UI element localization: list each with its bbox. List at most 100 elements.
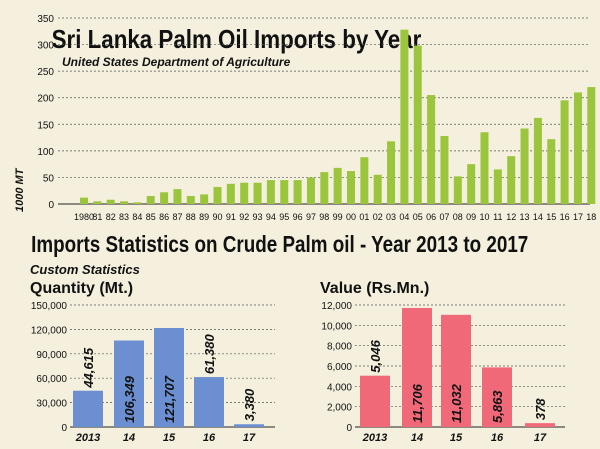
quantity-label: Quantity (Mt.) [30,280,133,297]
y-tick-label: 60,000 [36,374,67,385]
bar [453,176,462,204]
x-tick-label: 07 [439,212,449,222]
y-tick-label: 200 [37,94,54,105]
x-tick-label: 85 [146,212,156,222]
x-tick-label: 12 [506,212,516,222]
x-tick-label: 84 [132,212,142,222]
x-tick-label: 10 [479,212,489,222]
bar [373,174,382,204]
y-tick-label: 8,000 [327,342,352,353]
bar [360,157,369,204]
bar [114,340,144,427]
data-label: 5,046 [368,339,383,372]
x-tick-label: 91 [226,212,236,222]
bar [467,164,476,204]
section-title: Imports Statistics on Crude Palm oil - Y… [31,232,528,257]
bar [427,95,436,204]
x-tick-label: 17 [534,432,547,444]
data-label: 378 [533,398,548,420]
x-tick-label: 17 [573,212,583,222]
y-tick-label: 0 [346,423,352,434]
bar [560,100,569,204]
bar [400,29,409,204]
y-tick-label: 120,000 [31,325,68,336]
bar [320,172,329,204]
x-tick-label: 06 [426,212,436,222]
x-tick-label: 05 [413,212,423,222]
x-tick-label: 82 [106,212,116,222]
bar [525,423,555,427]
bar [173,189,182,204]
bar [347,171,355,204]
x-tick-label: 83 [119,212,129,222]
bar [440,135,449,204]
x-tick-label: 14 [411,432,423,444]
bar [73,390,103,427]
data-label: 106,349 [122,375,137,423]
x-tick-label: 98 [319,212,329,222]
x-tick-label: 93 [253,212,263,222]
bar [186,196,195,204]
x-tick-label: 1980 [74,212,94,222]
y-tick-label: 2,000 [327,403,352,414]
y-tick-label: 100 [37,147,54,158]
bar [154,328,184,427]
data-label: 121,707 [162,375,177,423]
bar [280,180,289,204]
bar [573,92,582,204]
bar [106,199,115,204]
x-tick-label: 87 [172,212,182,222]
bar [293,180,302,204]
y-tick-label: 0 [61,423,67,434]
bar [480,132,489,204]
bar [200,194,209,204]
bar [120,201,129,204]
x-tick-label: 18 [586,212,596,222]
bar [482,367,512,427]
y-tick-label: 50 [43,173,55,184]
bar [441,314,471,427]
x-tick-label: 14 [533,212,543,222]
bar [587,87,596,204]
bar [533,117,542,204]
y-tick-label: 6,000 [327,362,352,373]
x-tick-label: 17 [243,432,256,444]
x-tick-label: 04 [399,212,409,222]
value-label: Value (Rs.Mn.) [320,280,429,297]
data-label: 3,380 [242,388,257,421]
y-tick-label: 10,000 [321,321,352,332]
x-tick-label: 81 [92,212,102,222]
y-tick-label: 250 [37,67,54,78]
x-tick-label: 09 [466,212,476,222]
x-tick-label: 16 [560,212,570,222]
x-tick-label: 02 [373,212,383,222]
data-label: 11,032 [449,383,464,423]
bar [226,183,235,204]
bar [333,167,342,204]
x-tick-label: 2013 [362,432,387,444]
y-tick-label: 90,000 [36,350,67,361]
y-tick-label: 350 [37,14,54,25]
x-tick-label: 99 [333,212,343,222]
bar [547,139,556,204]
x-tick-label: 03 [386,212,396,222]
bar [306,177,315,204]
bar [507,156,516,204]
chart-title: Sri Lanka Palm Oil Imports by Year [52,25,422,54]
section-subtitle: Custom Statistics [30,262,140,277]
y-tick-label: 150,000 [31,301,68,312]
data-label: 11,706 [410,383,425,423]
x-tick-label: 94 [266,212,276,222]
x-tick-label: 16 [203,432,216,444]
x-tick-label: 16 [491,432,504,444]
x-tick-label: 92 [239,212,249,222]
value-chart: 0 2,000 4,000 6,000 8,000 10,000 12,000 5,046 20… [321,301,565,444]
bar [493,169,502,204]
bar [146,196,155,204]
x-tick-label: 88 [186,212,196,222]
bar [80,197,88,204]
y-tick-label: 30,000 [36,399,67,410]
x-tick-label: 90 [212,212,222,222]
